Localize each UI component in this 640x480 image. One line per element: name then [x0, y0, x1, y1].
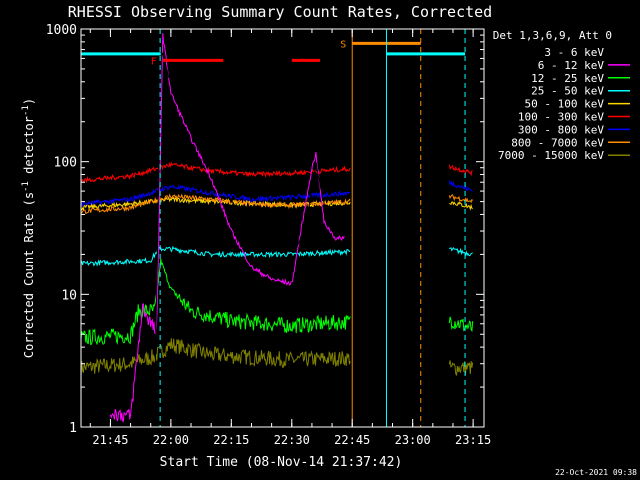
y-tick-label-1000: 1000 [46, 23, 77, 38]
y-tick-label-1: 1 [69, 421, 77, 436]
legend-title: Det 1,3,6,9, Att 0 [493, 29, 612, 42]
y-axis-label-main: Corrected Count Rate (s [22, 192, 36, 358]
legend-label-7: 800 - 7000 keV [511, 136, 604, 149]
interval-label-S: S [340, 39, 346, 50]
x-tick-label-22:30: 22:30 [274, 433, 310, 447]
y-axis-label-mid: detector [22, 116, 36, 181]
legend-label-4: 50 - 100 keV [525, 98, 605, 111]
y-axis-label-end: ) [22, 98, 36, 105]
footer-date: 22-Oct-2021 09:38 [555, 468, 637, 477]
series-line-3-6keV [140, 50, 345, 410]
y-axis-label-sup2: -1 [21, 105, 31, 116]
legend-label-2: 12 - 25 keV [531, 72, 604, 85]
x-tick-label-21:45: 21:45 [92, 433, 128, 447]
chart-title: RHESSI Observing Summary Count Rates, Co… [68, 3, 492, 21]
x-tick-label-22:45: 22:45 [334, 433, 370, 447]
series-layer [80, 33, 474, 423]
legend-label-0: 3 - 6 keV [544, 46, 604, 59]
legend-label-1: 6 - 12 keV [538, 59, 605, 72]
y-axis-label: Corrected Count Rate (s-1 detector-1) [21, 98, 36, 358]
x-axis-label: Start Time (08-Nov-14 21:37:42) [160, 455, 403, 470]
tick-layer: 21:45 22:00 22:15 22:30 22:45 23:00 23:15 1 10 10… [46, 23, 491, 447]
legend-label-3: 25 - 50 keV [531, 85, 604, 98]
y-axis-label-sup1: -1 [21, 181, 31, 192]
x-tick-label-22:15: 22:15 [213, 433, 249, 447]
x-tick-label-22:00: 22:00 [153, 433, 189, 447]
series-line-12-25keV [80, 258, 474, 346]
y-tick-label-100: 100 [54, 156, 77, 171]
series-line-7000-15000keV [80, 338, 474, 377]
series-line-300-800keV [80, 180, 473, 208]
series-line-6-12keV [109, 33, 345, 423]
legend-label-6: 300 - 800 keV [518, 123, 604, 136]
series-line-100-300keV [80, 161, 473, 184]
series-line-25-50keV [80, 245, 473, 267]
plot-area: F S 21:45 22:00 22:15 22:30 22:45 23:00 23:15 1 1… [46, 23, 491, 447]
y-tick-label-10: 10 [61, 288, 77, 303]
interval-label-F: F [151, 56, 157, 67]
x-tick-label-23:15: 23:15 [455, 433, 491, 447]
legend-label-8: 7000 - 15000 keV [498, 149, 604, 162]
x-tick-label-23:00: 23:00 [395, 433, 431, 447]
plot-frame [80, 28, 485, 428]
legend-label-5: 100 - 300 keV [518, 111, 604, 124]
